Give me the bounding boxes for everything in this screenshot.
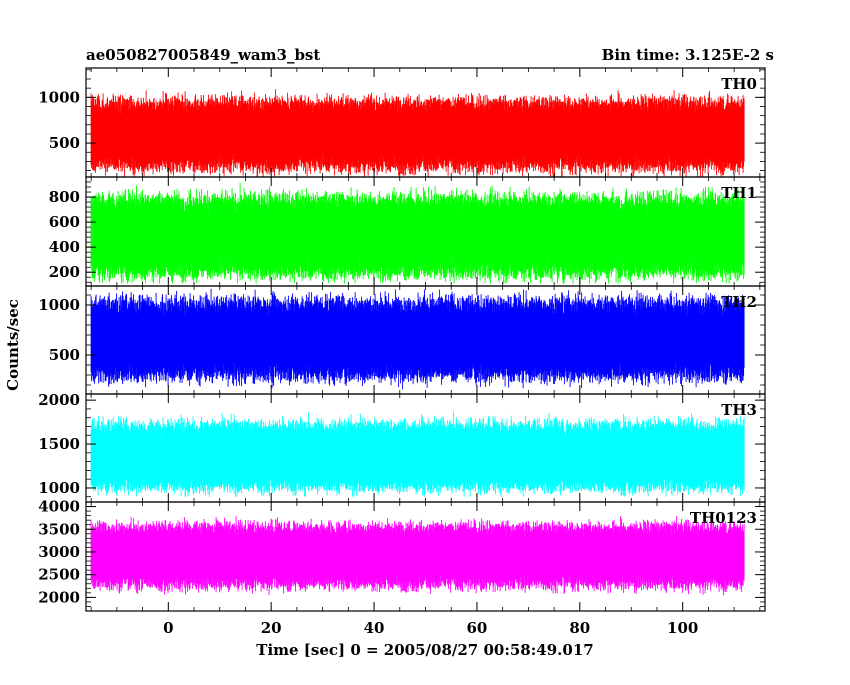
x-tick-label: 0	[163, 619, 173, 637]
y-tick-label: 800	[49, 188, 80, 206]
panel-label-th1: TH1	[721, 184, 757, 202]
x-tick-label: 80	[569, 619, 590, 637]
y-tick-label: 4000	[38, 498, 80, 516]
light-curve-th2	[90, 288, 745, 390]
y-tick-label: 2000	[38, 588, 80, 606]
light-curve-th0	[90, 89, 745, 177]
light-curve-th1	[90, 182, 745, 284]
y-tick-label: 500	[49, 134, 80, 152]
chart-header-right: Bin time: 3.125E-2 s	[602, 46, 774, 64]
y-tick-label: 3500	[38, 520, 80, 538]
y-tick-label: 1500	[38, 435, 80, 453]
y-axis-label: Counts/sec	[4, 299, 22, 391]
y-tick-label: 600	[49, 213, 80, 231]
light-curve-th0123	[90, 516, 745, 596]
x-tick-label: 40	[364, 619, 385, 637]
y-tick-label: 2000	[38, 391, 80, 409]
chart-header-left: ae050827005849_wam3_bst	[86, 46, 320, 64]
y-tick-label: 3000	[38, 543, 80, 561]
y-tick-label: 1000	[38, 88, 80, 106]
y-tick-label: 400	[49, 238, 80, 256]
y-tick-label: 200	[49, 263, 80, 281]
x-axis-label: Time [sec] 0 = 2005/08/27 00:58:49.017	[256, 641, 593, 659]
y-tick-label: 2500	[38, 566, 80, 584]
panel-label-th0: TH0	[721, 75, 757, 93]
panel-label-th3: TH3	[721, 401, 757, 419]
y-tick-label: 1000	[38, 479, 80, 497]
y-tick-label: 500	[49, 346, 80, 364]
light-curve-th3	[90, 411, 745, 497]
panel-label-th0123: TH0123	[690, 509, 757, 527]
panel-label-th2: TH2	[721, 293, 757, 311]
x-tick-label: 100	[667, 619, 698, 637]
x-tick-label: 60	[467, 619, 488, 637]
x-tick-label: 20	[261, 619, 282, 637]
y-tick-label: 1000	[38, 296, 80, 314]
